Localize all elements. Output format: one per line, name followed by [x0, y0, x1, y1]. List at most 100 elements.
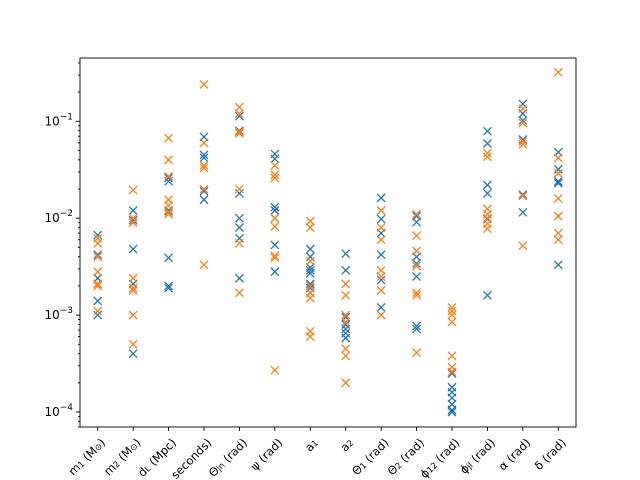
x-tick-label: m1 (M⊙): [65, 435, 108, 478]
scatter-point: [518, 118, 528, 128]
scatter-point: [164, 207, 174, 217]
scatter-point: [376, 310, 386, 320]
scatter-point: [93, 250, 103, 260]
scatter-point: [199, 186, 209, 196]
scatter-point: [341, 351, 351, 361]
scatter-point: [447, 317, 457, 327]
scatter-point: [376, 250, 386, 260]
scatter-point: [553, 235, 563, 245]
scatter-point: [518, 104, 528, 114]
scatter-point: [341, 344, 351, 354]
scatter-point: [164, 133, 174, 143]
scatter-point: [93, 279, 103, 289]
scatter-point: [482, 209, 492, 219]
scatter-point: [305, 281, 315, 291]
scatter-point: [93, 230, 103, 240]
scatter-point: [234, 102, 244, 112]
scatter-point: [376, 285, 386, 295]
scatter-point: [447, 302, 457, 312]
scatter-point: [93, 267, 103, 277]
scatter-point: [412, 348, 422, 358]
scatter-point: [553, 168, 563, 178]
scatter-point: [412, 231, 422, 241]
scatter-point: [270, 202, 280, 212]
scatter-point: [341, 317, 351, 327]
y-tick-label: 10−1: [44, 112, 73, 128]
scatter-point: [234, 111, 244, 121]
scatter-point: [518, 190, 528, 200]
scatter-point: [482, 290, 492, 300]
scatter-point: [234, 188, 244, 198]
scatter-point: [164, 281, 174, 291]
scatter-point: [164, 253, 174, 263]
scatter-point: [270, 173, 280, 183]
scatter-point: [518, 241, 528, 251]
scatter-point: [482, 139, 492, 148]
scatter-point: [305, 279, 315, 289]
x-tick-label: Θjn (rad): [206, 435, 250, 479]
scatter-point: [447, 306, 457, 316]
scatter-point: [164, 283, 174, 293]
scatter-point: [164, 171, 174, 181]
scatter-point: [305, 268, 315, 278]
scatter-point: [270, 161, 280, 170]
data-markers: [93, 67, 563, 417]
x-tick-label: Θ1 (rad): [349, 435, 392, 478]
scatter-point: [412, 321, 422, 331]
scatter-point: [447, 407, 457, 417]
scatter-point: [412, 217, 422, 227]
scatter-point: [412, 261, 422, 271]
scatter-point: [482, 152, 492, 162]
scatter-point: [553, 211, 563, 221]
scatter-point: [553, 153, 563, 163]
scatter-point: [305, 293, 315, 303]
scatter-point: [234, 273, 244, 283]
scatter-point: [376, 235, 386, 245]
scatter-point: [305, 252, 315, 262]
scatter-point: [164, 155, 174, 165]
scatter-point: [128, 310, 138, 320]
scatter-point: [270, 253, 280, 263]
scatter-point: [234, 109, 244, 119]
scatter-point: [93, 306, 103, 316]
scatter-point: [518, 116, 528, 125]
x-tick-label: δ (rad): [531, 435, 568, 472]
scatter-point: [199, 79, 209, 89]
scatter-point: [447, 351, 457, 361]
scatter-point: [164, 201, 174, 211]
scatter-point: [553, 260, 563, 270]
scatter-point: [341, 279, 351, 289]
x-tick-label: ψ (rad): [248, 435, 286, 473]
scatter-point: [128, 215, 138, 225]
x-tick-label: a1: [302, 435, 321, 454]
scatter-point: [199, 153, 209, 163]
scatter-point: [518, 207, 528, 217]
scatter-point: [305, 256, 315, 266]
scatter-point: [128, 285, 138, 295]
scatter-point: [447, 310, 457, 320]
scatter-point: [128, 339, 138, 349]
scatter-point: [93, 310, 103, 320]
scatter-point: [341, 265, 351, 275]
x-tick-label: α (rad): [496, 435, 534, 473]
scatter-point: [412, 324, 422, 334]
scatter-point: [305, 216, 315, 226]
scatter-point: [164, 209, 174, 219]
scatter-point: [234, 127, 244, 137]
scatter-point: [341, 333, 351, 343]
scatter-point: [164, 173, 174, 183]
scatter-point: [199, 260, 209, 270]
scatter-point: [447, 367, 457, 377]
x-tick-label: ϕjl (rad): [457, 435, 498, 476]
scatter-point: [199, 163, 209, 173]
scatter-point: [376, 193, 386, 203]
scatter-point: [305, 265, 315, 275]
scatter-point: [234, 184, 244, 194]
scatter-point: [412, 290, 422, 300]
scatter-point: [412, 209, 422, 219]
scatter-point: [412, 272, 422, 281]
scatter-point: [376, 272, 386, 281]
scatter-point: [341, 310, 351, 320]
